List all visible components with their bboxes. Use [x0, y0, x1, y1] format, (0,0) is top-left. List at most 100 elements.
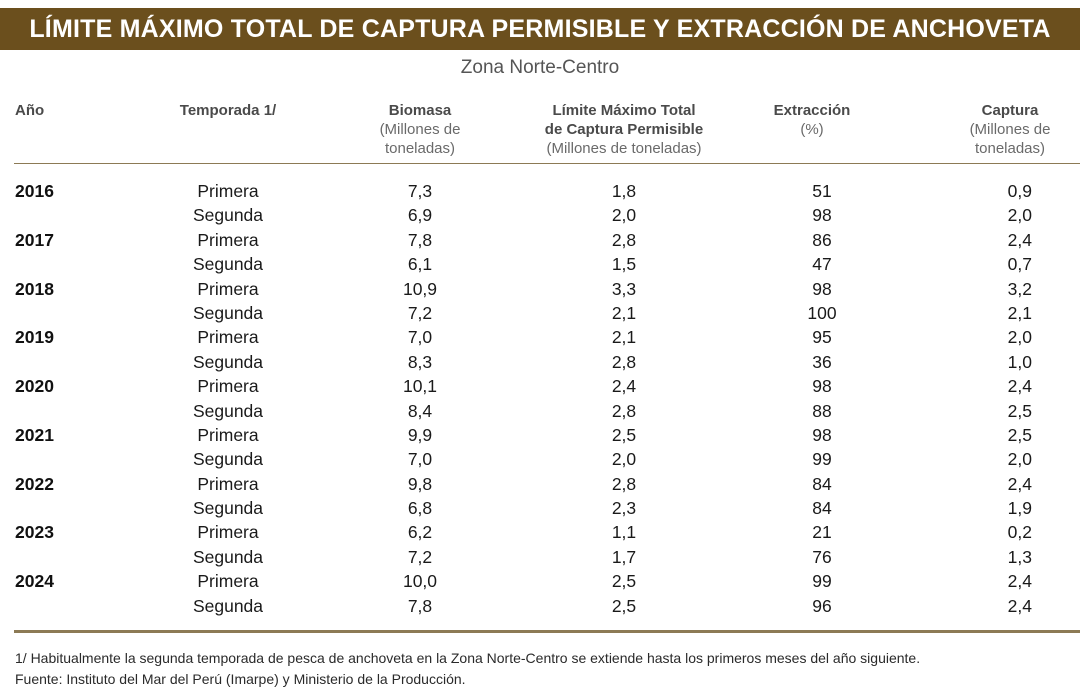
- extraction-cell: 96: [812, 595, 832, 616]
- header-limit-title-2: de Captura Permisible: [544, 121, 704, 138]
- header-season-label: Temporada 1/: [179, 102, 277, 119]
- extraction-cell: 98: [812, 424, 832, 445]
- header-catch: Captura (Millones de toneladas): [950, 101, 1070, 158]
- limit-cell: 2,8: [611, 229, 637, 250]
- catch-cell: 2,4: [1007, 229, 1032, 250]
- header-extraction: Extracción (%): [752, 101, 872, 139]
- biomass-cell: 7,8: [407, 595, 433, 616]
- season-cell: Segunda: [192, 400, 264, 421]
- table-row: Segunda 6,1 1,5 47 0,7: [0, 252, 1080, 276]
- season-cell: Segunda: [192, 449, 264, 470]
- limit-cell: 2,4: [611, 376, 637, 397]
- biomass-cell: 9,8: [407, 473, 433, 494]
- limit-cell: 2,1: [611, 302, 637, 323]
- season-cell: Segunda: [192, 254, 264, 275]
- catch-cell: 2,1: [1007, 302, 1032, 323]
- title-bar: LÍMITE MÁXIMO TOTAL DE CAPTURA PERMISIBL…: [0, 8, 1080, 50]
- biomass-cell: 6,1: [407, 254, 433, 275]
- biomass-cell: 6,2: [407, 522, 433, 543]
- header-year: Año: [15, 101, 44, 120]
- table-row: Segunda 8,4 2,8 88 2,5: [0, 399, 1080, 423]
- header-biomass: Biomasa (Millones de toneladas): [360, 101, 480, 158]
- season-cell: Primera: [197, 571, 259, 592]
- biomass-cell: 10,9: [402, 278, 438, 299]
- page-title: LÍMITE MÁXIMO TOTAL DE CAPTURA PERMISIBL…: [29, 14, 1051, 43]
- table-row: 2019 Primera 7,0 2,1 95 2,0: [0, 325, 1080, 349]
- extraction-cell: 98: [812, 376, 832, 397]
- catch-cell: 1,3: [1007, 546, 1032, 567]
- table-row: 2021 Primera 9,9 2,5 98 2,5: [0, 423, 1080, 447]
- catch-cell: 2,4: [1007, 595, 1032, 616]
- year-cell: 2019: [15, 327, 54, 348]
- catch-cell: 2,4: [1007, 473, 1032, 494]
- header-divider: [14, 163, 1080, 164]
- catch-cell: 2,0: [1007, 449, 1032, 470]
- limit-cell: 1,1: [611, 522, 637, 543]
- biomass-cell: 8,3: [407, 351, 433, 372]
- year-cell: 2016: [15, 181, 54, 201]
- season-cell: Segunda: [192, 498, 264, 519]
- limit-cell: 2,0: [611, 449, 637, 470]
- limit-cell: 1,8: [611, 181, 637, 201]
- table-row: 2024 Primera 10,0 2,5 99 2,4: [0, 569, 1080, 593]
- biomass-cell: 7,3: [407, 181, 433, 201]
- biomass-cell: 8,4: [407, 400, 433, 421]
- extraction-cell: 21: [812, 522, 832, 543]
- catch-cell: 2,5: [1007, 400, 1032, 421]
- table-row: 2022 Primera 9,8 2,8 84 2,4: [0, 472, 1080, 496]
- year-cell: 2024: [15, 571, 54, 592]
- catch-cell: 1,0: [1007, 351, 1032, 372]
- table-row: Segunda 7,0 2,0 99 2,0: [0, 447, 1080, 471]
- header-limit-unit: (Millones de toneladas): [546, 140, 702, 157]
- biomass-cell: 7,0: [407, 449, 433, 470]
- biomass-cell: 6,9: [407, 205, 433, 226]
- limit-cell: 2,0: [611, 205, 637, 226]
- extraction-cell: 84: [812, 498, 832, 519]
- season-cell: Segunda: [192, 546, 264, 567]
- season-cell: Primera: [197, 327, 259, 348]
- extraction-cell: 98: [812, 278, 832, 299]
- header-catch-title: Captura: [981, 102, 1039, 119]
- catch-cell: 2,0: [1007, 205, 1032, 226]
- extraction-cell: 100: [807, 302, 837, 323]
- extraction-cell: 36: [812, 351, 832, 372]
- biomass-cell: 9,9: [407, 424, 433, 445]
- extraction-cell: 99: [812, 449, 832, 470]
- table-row: 2020 Primera 10,1 2,4 98 2,4: [0, 374, 1080, 398]
- catch-cell: 2,0: [1007, 327, 1032, 348]
- limit-cell: 2,8: [611, 473, 637, 494]
- biomass-cell: 6,8: [407, 498, 433, 519]
- year-cell: 2020: [15, 376, 54, 397]
- header-limit-title-1: Límite Máximo Total: [552, 102, 696, 119]
- limit-cell: 2,8: [611, 351, 637, 372]
- table-body: 2016 Primera 7,3 1,8 51 0,9 Segunda 6,9 2,0 98 2,0…: [0, 179, 1080, 618]
- header-catch-unit-2: toneladas): [974, 140, 1046, 157]
- extraction-cell: 51: [812, 181, 832, 201]
- season-cell: Primera: [197, 424, 259, 445]
- extraction-cell: 86: [812, 229, 832, 250]
- header-season: Temporada 1/: [148, 101, 308, 120]
- extraction-cell: 76: [812, 546, 832, 567]
- extraction-cell: 98: [812, 205, 832, 226]
- limit-cell: 3,3: [611, 278, 637, 299]
- extraction-cell: 47: [812, 254, 832, 275]
- catch-cell: 0,2: [1007, 522, 1032, 543]
- table-bottom-rule: [14, 630, 1080, 633]
- biomass-cell: 10,1: [402, 376, 438, 397]
- table-row: Segunda 8,3 2,8 36 1,0: [0, 350, 1080, 374]
- extraction-cell: 84: [812, 473, 832, 494]
- season-cell: Primera: [197, 473, 259, 494]
- season-cell: Segunda: [192, 302, 264, 323]
- limit-cell: 2,5: [611, 424, 637, 445]
- footnote-1: 1/ Habitualmente la segunda temporada de…: [15, 650, 921, 666]
- biomass-cell: 7,8: [407, 229, 433, 250]
- catch-cell: 0,7: [1007, 254, 1032, 275]
- header-biomass-unit-2: toneladas): [384, 140, 456, 157]
- year-cell: 2021: [15, 424, 54, 445]
- year-cell: 2023: [15, 522, 54, 543]
- catch-cell: 3,2: [1007, 278, 1032, 299]
- limit-cell: 1,7: [611, 546, 637, 567]
- season-cell: Primera: [197, 278, 259, 299]
- biomass-cell: 10,0: [402, 571, 438, 592]
- year-cell: 2017: [15, 229, 54, 250]
